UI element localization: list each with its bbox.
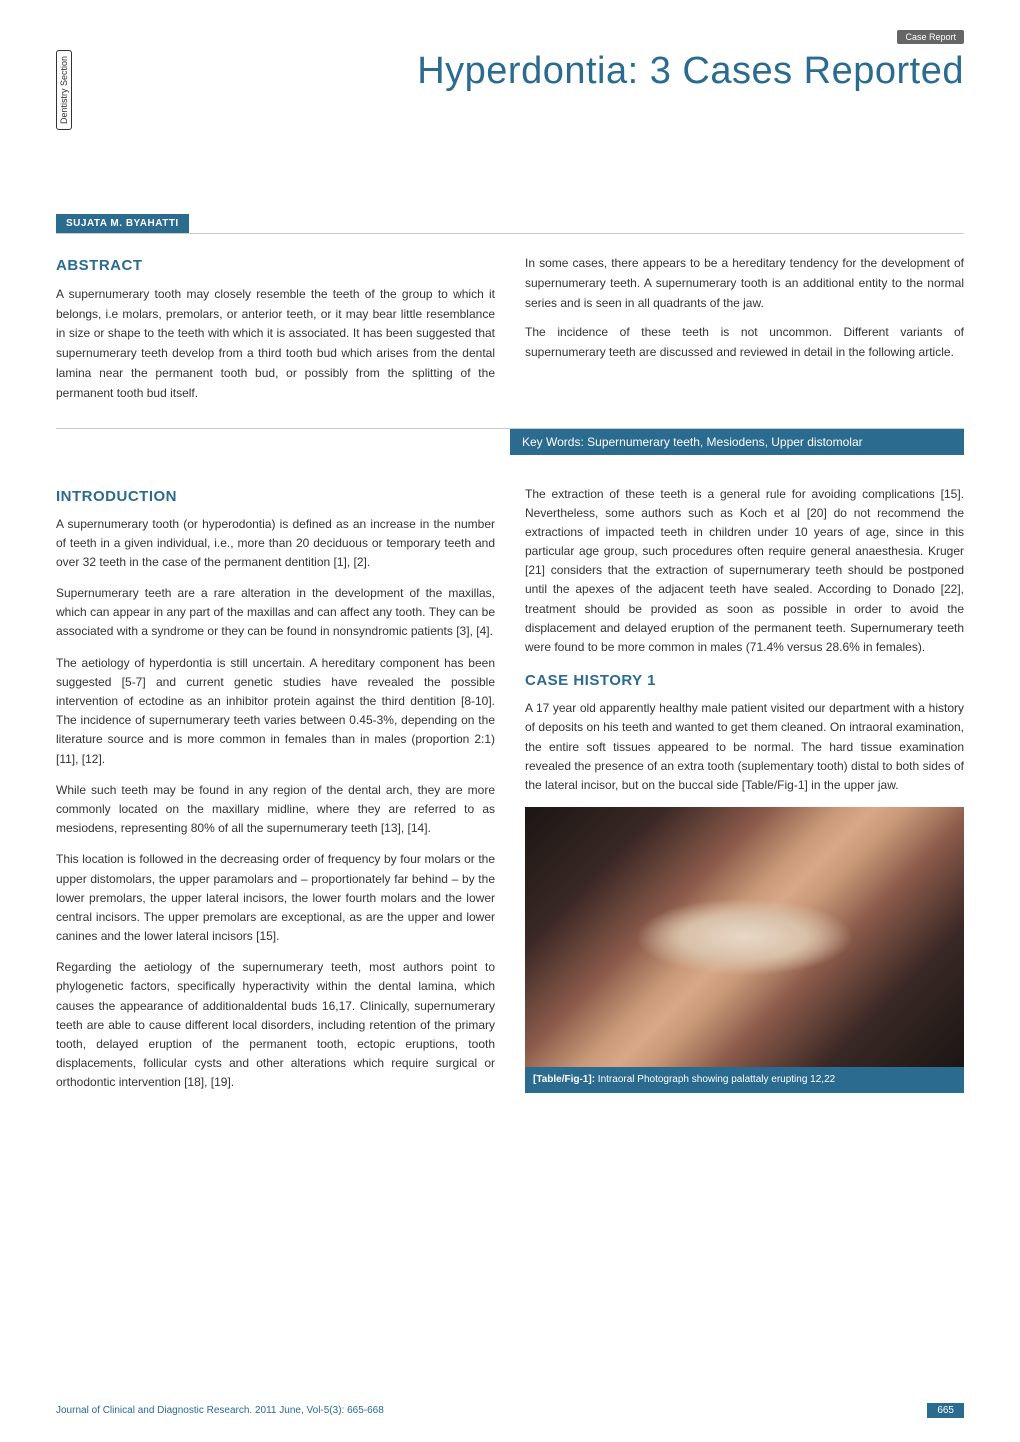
author-bar-row: SUJATA M. BYAHATTI — [56, 213, 964, 234]
keywords-text: Supernumerary teeth, Mesiodens, Upper di… — [584, 435, 863, 449]
keywords-label: Key Words: — [522, 435, 584, 449]
page-footer: Journal of Clinical and Diagnostic Resea… — [56, 1403, 964, 1418]
author-name: SUJATA M. BYAHATTI — [56, 214, 189, 233]
figure-1-caption: [Table/Fig-1]: Intraoral Photograph show… — [525, 1067, 964, 1093]
intro-p1: A supernumerary tooth (or hyperodontia) … — [56, 515, 495, 573]
figure-1: [Table/Fig-1]: Intraoral Photograph show… — [525, 807, 964, 1093]
abstract-left-col: ABSTRACT A supernumerary tooth may close… — [56, 254, 495, 404]
intro-p3: The aetiology of hyperdontia is still un… — [56, 654, 495, 769]
case-history-heading: CASE HISTORY 1 — [525, 669, 964, 693]
intro-p2: Supernumerary teeth are a rare alteratio… — [56, 584, 495, 642]
case1-p1: A 17 year old apparently healthy male pa… — [525, 699, 964, 795]
right-p1: The extraction of these teeth is a gener… — [525, 485, 964, 658]
figure-1-label: [Table/Fig-1]: — [533, 1074, 595, 1085]
abstract-section: ABSTRACT A supernumerary tooth may close… — [56, 254, 964, 404]
journal-page: Case Report Dentistry Section Hyperdonti… — [0, 0, 1020, 1442]
case-report-badge: Case Report — [897, 30, 964, 44]
figure-1-caption-text: Intraoral Photograph showing palattaly e… — [595, 1074, 835, 1085]
abstract-right-p1: In some cases, there appears to be a her… — [525, 254, 964, 313]
journal-citation: Journal of Clinical and Diagnostic Resea… — [56, 1405, 384, 1416]
keywords-bar: Key Words: Supernumerary teeth, Mesioden… — [510, 429, 964, 455]
intro-p4: While such teeth may be found in any reg… — [56, 781, 495, 839]
abstract-right-p2: The incidence of these teeth is not unco… — [525, 323, 964, 363]
section-tab: Dentistry Section — [56, 50, 72, 130]
article-title: Hyperdontia: 3 Cases Reported — [56, 50, 964, 93]
page-number: 665 — [927, 1403, 964, 1418]
abstract-left-text: A supernumerary tooth may closely resemb… — [56, 285, 495, 404]
abstract-heading: ABSTRACT — [56, 254, 495, 279]
body-right-col: The extraction of these teeth is a gener… — [525, 485, 964, 1105]
intro-p6: Regarding the aetiology of the supernume… — [56, 958, 495, 1092]
abstract-right-col: In some cases, there appears to be a her… — [525, 254, 964, 404]
introduction-heading: INTRODUCTION — [56, 485, 495, 509]
intro-p5: This location is followed in the decreas… — [56, 850, 495, 946]
body-left-col: INTRODUCTION A supernumerary tooth (or h… — [56, 485, 495, 1105]
keywords-row: Key Words: Supernumerary teeth, Mesioden… — [56, 428, 964, 455]
figure-1-image — [525, 807, 964, 1067]
body-columns: INTRODUCTION A supernumerary tooth (or h… — [56, 485, 964, 1105]
